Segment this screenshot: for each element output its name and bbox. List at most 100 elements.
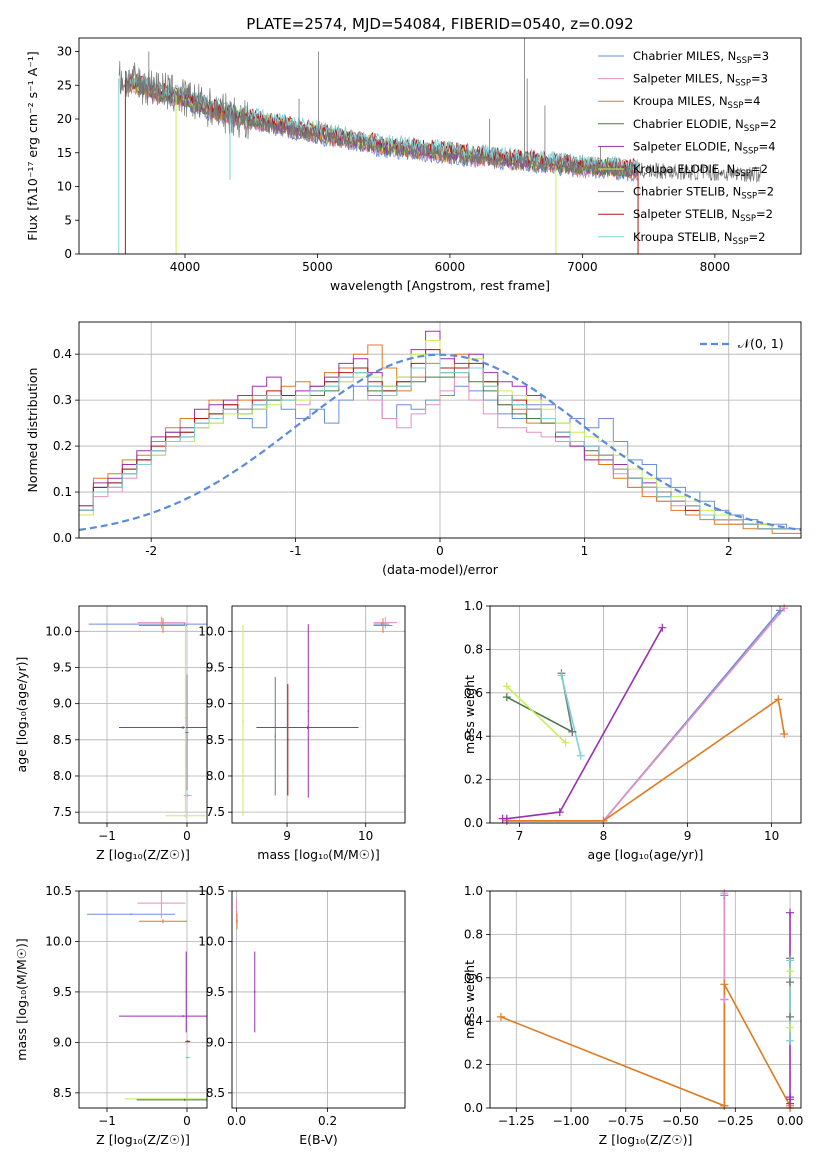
x-tick-label: 0.2 xyxy=(318,1114,337,1128)
legend-label-sub: SSP xyxy=(736,56,752,66)
y-tick-label: 9.5 xyxy=(206,985,225,999)
axes-frame xyxy=(231,890,406,1109)
weight-line-kroupa_miles xyxy=(500,983,791,1108)
x-tick-label: −1 xyxy=(98,1114,116,1128)
weight-marker-salpeter_miles xyxy=(720,995,729,1004)
y-tick-label: 10.0 xyxy=(198,624,225,638)
axes-frame xyxy=(231,605,406,824)
x-tick-label: −0.50 xyxy=(662,1114,699,1128)
y-tick-label: 9.5 xyxy=(53,985,72,999)
x-axis-label: Z [log₁₀(Z/Z☉)] xyxy=(96,1132,190,1147)
y-tick-label: 10.5 xyxy=(45,884,72,898)
observed-spectrum xyxy=(118,60,762,184)
y-axis-label: mass weight xyxy=(462,960,477,1039)
x-tick-label: 9 xyxy=(684,829,692,843)
y-tick-label: 8.5 xyxy=(206,733,225,747)
legend-label: 𝒩(0, 1) xyxy=(738,336,784,351)
weight-marker-kroupa_miles xyxy=(496,1012,505,1021)
weight-marker-chabrier_stelib xyxy=(786,978,795,987)
legend-label-n: =2 xyxy=(751,162,768,176)
y-tick-label: 10.5 xyxy=(198,884,225,898)
weight-marker-kroupa_miles xyxy=(599,816,608,825)
legend-label-n: =2 xyxy=(757,185,774,199)
weight-marker-kroupa_stelib xyxy=(786,1036,795,1045)
y-tick-label: 9.0 xyxy=(53,1035,72,1049)
y-tick-label: 9.5 xyxy=(53,660,72,674)
spectrum-lines xyxy=(118,38,762,254)
weight-marker-kroupa_miles xyxy=(774,695,783,704)
x-tick-label: 0.00 xyxy=(777,1114,804,1128)
x-tick-label: 9 xyxy=(283,829,291,843)
weight-marker-kroupa_elodie xyxy=(561,738,570,747)
weight-marker-chabrier_stelib xyxy=(568,727,577,736)
y-tick-label: 0.4 xyxy=(464,1014,483,1028)
weight-line-kroupa_miles xyxy=(506,697,785,822)
legend-label-sub: SSP xyxy=(728,101,744,111)
legend-label-sub: SSP xyxy=(740,214,756,224)
legend-label: Chabrier STELIB, NSSP=2 xyxy=(633,185,774,202)
y-tick-label: 8.5 xyxy=(206,1086,225,1100)
y-tick-label: 9.5 xyxy=(206,660,225,674)
axes-frame xyxy=(489,605,802,824)
y-tick-label: 5 xyxy=(64,213,72,227)
weight-marker-salpeter_miles xyxy=(720,889,729,898)
weight-marker-chabrier_elodie xyxy=(502,693,511,702)
legend-label-n: =4 xyxy=(759,139,776,153)
y-tick-label: 10.0 xyxy=(198,934,225,948)
mass-vs-age-panel: 9 10 7.5 8.0 8.5 9.0 9.5 10.0 mass [log₁₀(M/M☉)] xyxy=(198,605,406,862)
y-tick-label: 8.0 xyxy=(206,769,225,783)
y-tick-label: 9.0 xyxy=(206,697,225,711)
axes-frame xyxy=(489,890,802,1109)
legend-label: Kroupa ELODIE, NSSP=2 xyxy=(633,162,768,179)
legend-label-sub: SSP xyxy=(743,146,759,156)
weight-marker-salpeter_miles xyxy=(780,604,789,613)
axes-frame xyxy=(78,605,208,824)
histogram-lines xyxy=(79,330,801,534)
error-bars xyxy=(242,616,398,816)
weight-marker-kroupa_miles xyxy=(780,730,789,739)
y-tick-label: 0.8 xyxy=(464,642,483,656)
error-bars xyxy=(88,616,207,818)
weight-marker-chabrier_miles xyxy=(775,606,784,615)
y-tick-label: 0 xyxy=(64,247,72,261)
x-tick-label: -1 xyxy=(290,544,302,558)
weight-marker-salpeter_elodie xyxy=(786,908,795,917)
x-tick-label: 10 xyxy=(764,829,779,843)
y-tick-label: 1.0 xyxy=(464,884,483,898)
legend-label-sub: SSP xyxy=(741,192,757,202)
legend-label-sub: SSP xyxy=(735,79,751,89)
x-tick-label: 4000 xyxy=(170,260,201,274)
legend-label-sub: SSP xyxy=(744,124,760,134)
weight-lines xyxy=(500,893,791,1108)
spectrum-panel: 4000 5000 6000 7000 8000 0 5 10 15 20 25 30 Chabrier… xyxy=(25,37,802,293)
residual-histogram-panel: -2 -1 0 1 2 0.0 0.1 0.2 0.3 0.4 𝒩(0, 1) (data-model… xyxy=(25,321,802,577)
y-tick-label: 9.0 xyxy=(206,1035,225,1049)
y-tick-label: 15 xyxy=(57,146,72,160)
y-tick-label: 0.8 xyxy=(464,927,483,941)
legend-label-main: Kroupa ELODIE, N xyxy=(633,162,735,176)
y-tick-label: 0.2 xyxy=(464,1058,483,1072)
x-axis-label: (data-model)/error xyxy=(382,562,499,577)
model-spectrum-kroupa_stelib xyxy=(125,70,639,173)
legend-label-main: Chabrier ELODIE, N xyxy=(633,117,744,131)
z-vs-mass-panel: −1 0 8.5 9.0 9.5 10.0 10.5 Z [log₁₀(Z/Z☉)] mass … xyxy=(14,884,208,1147)
weight-marker-kroupa_stelib xyxy=(557,671,566,680)
weight-lines xyxy=(502,607,785,822)
y-tick-label: 7.5 xyxy=(53,805,72,819)
weight-line-salpeter_elodie xyxy=(502,627,663,820)
weight-line-kroupa_stelib xyxy=(560,675,582,756)
x-tick-label: −1.25 xyxy=(498,1114,535,1128)
y-tick-label: 8.0 xyxy=(53,769,72,783)
legend-label-main: Kroupa STELIB, N xyxy=(633,230,733,244)
x-tick-label: -2 xyxy=(145,544,157,558)
weight-marker-kroupa_elodie xyxy=(786,1023,795,1032)
y-tick-label: 8.5 xyxy=(53,1086,72,1100)
y-tick-label: 10.0 xyxy=(45,934,72,948)
z-vs-massweight-panel: −1.25 −1.00 −0.75 −0.50 −0.25 0.00 0.0 0.2 0.4 0.… xyxy=(462,884,803,1147)
legend-label: Kroupa MILES, NSSP=4 xyxy=(633,94,760,111)
x-tick-label: 5000 xyxy=(302,260,333,274)
y-tick-label: 0.0 xyxy=(464,1101,483,1115)
legend-label-n: =3 xyxy=(752,49,769,63)
legend-label: Chabrier MILES, NSSP=3 xyxy=(633,49,769,66)
